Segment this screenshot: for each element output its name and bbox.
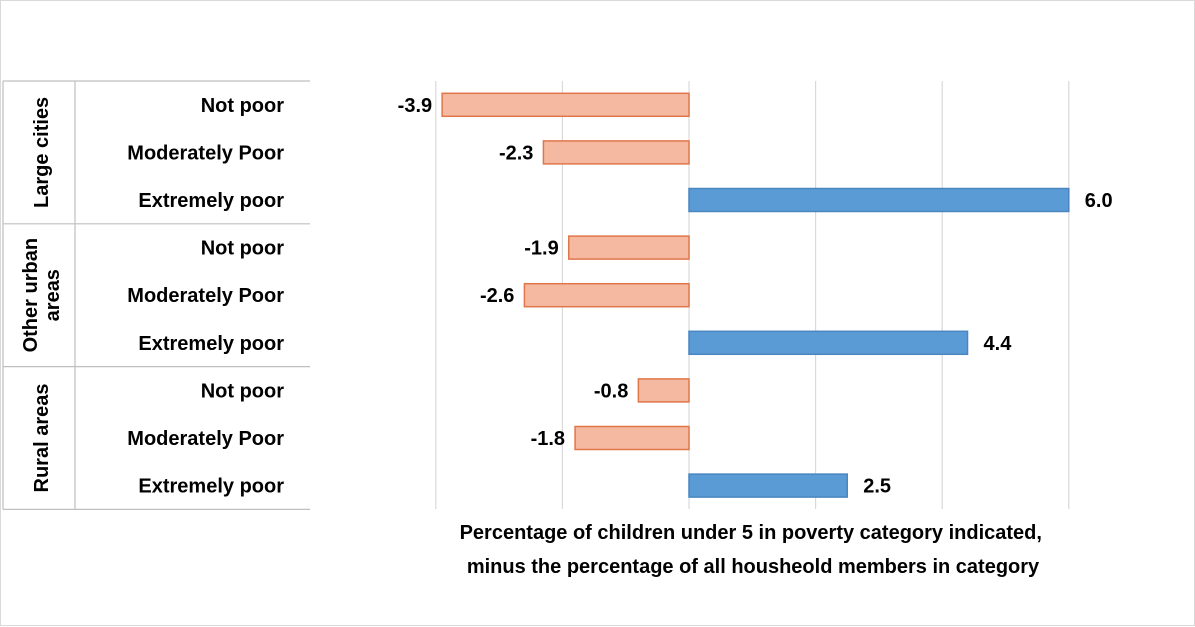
bar (688, 187, 1070, 213)
bar (542, 140, 690, 165)
bar (688, 330, 969, 356)
data-label: -1.8 (531, 428, 565, 450)
category-label: Extremely poor (138, 190, 284, 212)
data-label: 6.0 (1085, 190, 1113, 212)
bar (567, 235, 690, 260)
group-label: Other urbanareas (20, 238, 64, 352)
category-label: Not poor (201, 380, 285, 402)
group-label-line: Large cities (31, 97, 53, 208)
category-table: Large cities Other urbanareas Rural areas N… (2, 80, 310, 510)
bars (441, 92, 1070, 498)
data-label: -1.9 (524, 238, 558, 260)
x-axis-label-line-1: Percentage of children under 5 in povert… (460, 522, 1042, 544)
x-axis-label-line-2: minus the percentage of all housheold me… (467, 556, 1040, 578)
data-label: 2.5 (863, 476, 891, 498)
category-label: Moderately Poor (127, 142, 284, 164)
group-label: Large cities (31, 97, 53, 208)
bar (574, 425, 690, 451)
category-label: Not poor (201, 95, 285, 117)
data-label: -2.3 (499, 142, 533, 164)
category-label: Moderately Poor (127, 428, 284, 450)
category-label: Not poor (201, 238, 285, 260)
bar (637, 378, 690, 403)
bar (688, 473, 848, 498)
x-axis-label: Percentage of children under 5 in povert… (460, 522, 1047, 578)
data-label: -2.6 (480, 285, 514, 307)
group-label-line: areas (42, 269, 64, 321)
value-labels: -3.9 -2.3 6.0 -1.9 -2.6 4.4 -0.8 -1.8 2.5 (398, 95, 1113, 498)
data-label: -0.8 (594, 380, 628, 402)
group-label-line: Rural areas (31, 384, 53, 493)
category-label: Extremely poor (138, 333, 284, 355)
category-label: Moderately Poor (127, 285, 284, 307)
category-label: Extremely poor (138, 476, 284, 498)
bar (441, 92, 690, 118)
data-label: -3.9 (398, 95, 432, 117)
bar (523, 282, 690, 308)
data-label: 4.4 (984, 333, 1013, 355)
group-label: Rural areas (31, 384, 53, 493)
group-label-line: Other urban (20, 238, 42, 352)
